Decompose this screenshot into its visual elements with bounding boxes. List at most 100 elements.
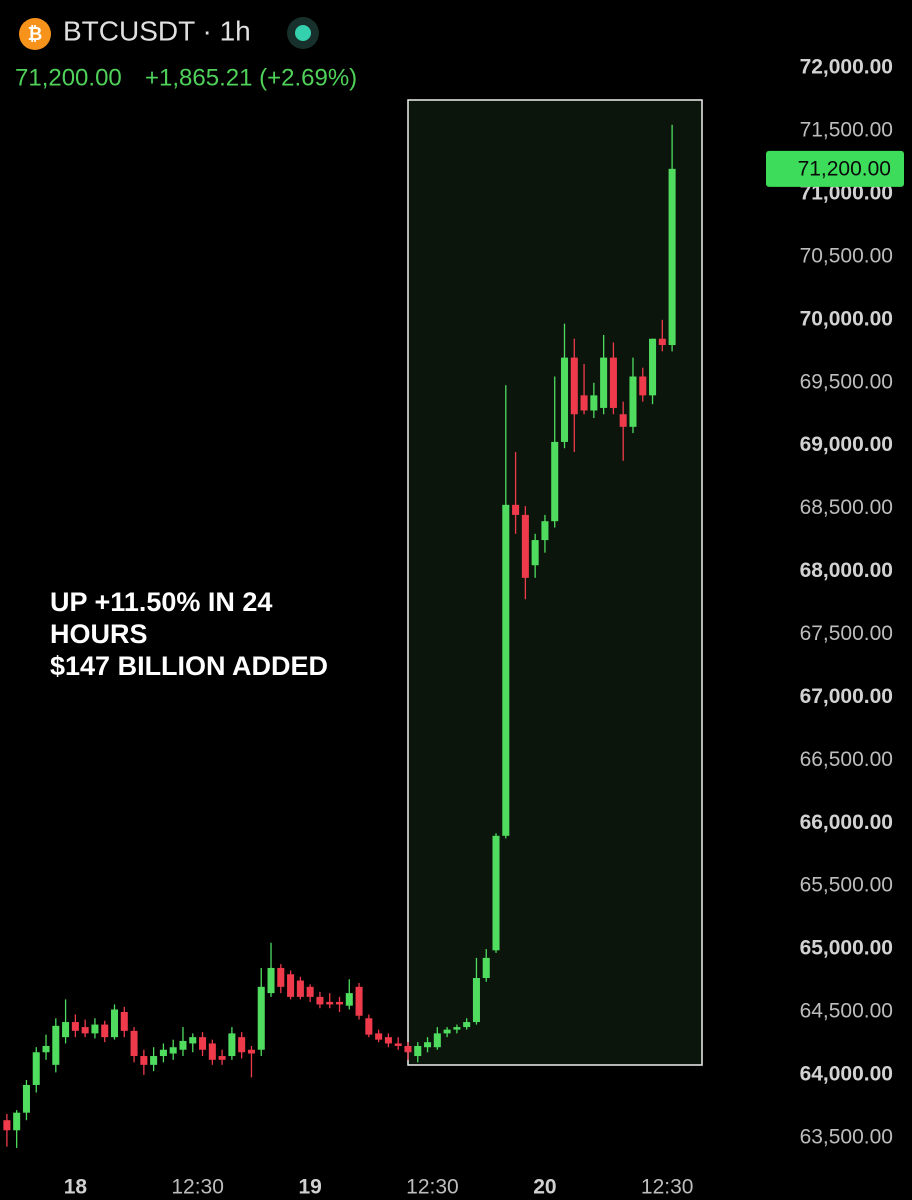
candle-body bbox=[472, 978, 480, 1023]
status-dot bbox=[295, 25, 311, 41]
candle-body bbox=[316, 996, 324, 1005]
y-tick-label: 64,000.00 bbox=[800, 1062, 893, 1085]
candle-body bbox=[326, 1001, 334, 1005]
candle-body bbox=[189, 1037, 197, 1044]
x-tick-label: 12:30 bbox=[171, 1176, 224, 1199]
candle-body bbox=[150, 1056, 158, 1065]
y-tick-label: 69,000.00 bbox=[800, 433, 893, 456]
candle-body bbox=[570, 357, 578, 415]
candle-body bbox=[375, 1033, 383, 1040]
y-tick-label: 68,000.00 bbox=[800, 559, 893, 582]
candle-body bbox=[355, 986, 363, 1016]
annotation: $147 BILLION ADDED bbox=[50, 651, 329, 681]
annotation: UP +11.50% IN 24 HOURS bbox=[50, 587, 273, 649]
candle-body bbox=[345, 993, 353, 1006]
candle-body bbox=[3, 1120, 11, 1131]
candle-body bbox=[277, 967, 285, 987]
btc-icon-glyph: ₿ bbox=[28, 24, 43, 44]
candle-body bbox=[453, 1027, 461, 1030]
y-tick-label: 63,500.00 bbox=[800, 1125, 893, 1148]
candle-body bbox=[629, 376, 637, 427]
candle-body bbox=[42, 1045, 50, 1053]
candle-body bbox=[600, 357, 608, 408]
y-tick-label: 70,000.00 bbox=[800, 307, 893, 330]
candle-body bbox=[159, 1049, 167, 1057]
symbol: BTCUSDT · 1h bbox=[63, 15, 251, 46]
candle-body bbox=[52, 1025, 60, 1065]
candle-body bbox=[649, 338, 657, 396]
candle-body bbox=[551, 441, 559, 522]
price-change: +1,865.21 (+2.69%) bbox=[145, 64, 357, 91]
candle-body bbox=[218, 1056, 226, 1060]
x-tick-label: 19 bbox=[298, 1176, 321, 1199]
candle-body bbox=[502, 504, 510, 836]
y-tick-label: 69,500.00 bbox=[800, 370, 893, 393]
candle-body bbox=[433, 1033, 441, 1048]
y-tick-label: 67,000.00 bbox=[800, 685, 893, 708]
candle-body bbox=[531, 540, 539, 566]
candle-body bbox=[619, 414, 627, 427]
candle-body bbox=[91, 1024, 99, 1034]
last-price: 71,200.00 bbox=[15, 64, 122, 91]
candle-body bbox=[71, 1022, 79, 1031]
candle-body bbox=[110, 1009, 119, 1038]
y-tick-label: 66,000.00 bbox=[800, 811, 893, 834]
candle-body bbox=[208, 1043, 216, 1060]
candle-body bbox=[512, 504, 520, 515]
candle-body bbox=[13, 1112, 21, 1131]
candle-body bbox=[199, 1037, 207, 1050]
last-price-tag-label: 71,200.00 bbox=[798, 157, 891, 180]
candle-body bbox=[404, 1045, 412, 1053]
candle-body bbox=[365, 1018, 373, 1035]
x-tick-label: 12:30 bbox=[641, 1176, 694, 1199]
candle-body bbox=[130, 1030, 138, 1057]
y-tick-label: 67,500.00 bbox=[800, 622, 893, 645]
candle-body bbox=[62, 1022, 70, 1038]
candle-body bbox=[247, 1049, 255, 1054]
candle-body bbox=[639, 376, 647, 396]
candle-body bbox=[287, 974, 295, 997]
candle-body bbox=[296, 980, 304, 997]
candle-body bbox=[179, 1040, 187, 1050]
y-tick-label: 72,000.00 bbox=[800, 56, 893, 79]
x-tick-label: 18 bbox=[64, 1176, 88, 1199]
candle-body bbox=[590, 395, 598, 411]
plot: 63,500.00 64,000.00 64,500.00 65,000.00 65,5… bbox=[3, 56, 893, 1199]
candle-body bbox=[32, 1052, 40, 1085]
candle-body bbox=[120, 1011, 128, 1031]
candle-body bbox=[658, 338, 666, 346]
candle-body bbox=[238, 1037, 246, 1053]
candle-body bbox=[424, 1042, 432, 1048]
candle-body bbox=[228, 1033, 236, 1057]
candle-body bbox=[580, 395, 588, 411]
y-tick-label: 66,500.00 bbox=[800, 748, 893, 771]
candle-body bbox=[560, 357, 569, 442]
candle-body bbox=[394, 1043, 402, 1046]
last-price-tag bbox=[766, 150, 904, 187]
y-tick-label: 65,000.00 bbox=[800, 937, 893, 960]
y-tick-label: 65,500.00 bbox=[800, 874, 893, 897]
candle-body bbox=[541, 521, 549, 541]
candle-body bbox=[169, 1047, 177, 1054]
y-tick-label: 68,500.00 bbox=[800, 496, 893, 519]
candle-body bbox=[22, 1084, 30, 1113]
candle-body bbox=[384, 1037, 392, 1044]
candle-body bbox=[492, 835, 500, 951]
btc-icon bbox=[19, 18, 51, 50]
candle-body bbox=[463, 1022, 471, 1028]
candle-body bbox=[414, 1045, 422, 1057]
y-tick-label: 71,000.00 bbox=[800, 182, 893, 205]
y-tick-label: 71,500.00 bbox=[800, 119, 893, 142]
candle-body bbox=[140, 1056, 148, 1065]
candle-body bbox=[267, 967, 275, 994]
highlight-box bbox=[407, 99, 703, 1066]
candle-body bbox=[521, 514, 529, 578]
candle-body bbox=[335, 1001, 344, 1005]
y-tick-label: 64,500.00 bbox=[800, 1000, 893, 1023]
candle-body bbox=[668, 168, 676, 346]
candle-body bbox=[482, 957, 490, 979]
candle-body bbox=[609, 357, 617, 408]
candle-body bbox=[81, 1027, 89, 1034]
